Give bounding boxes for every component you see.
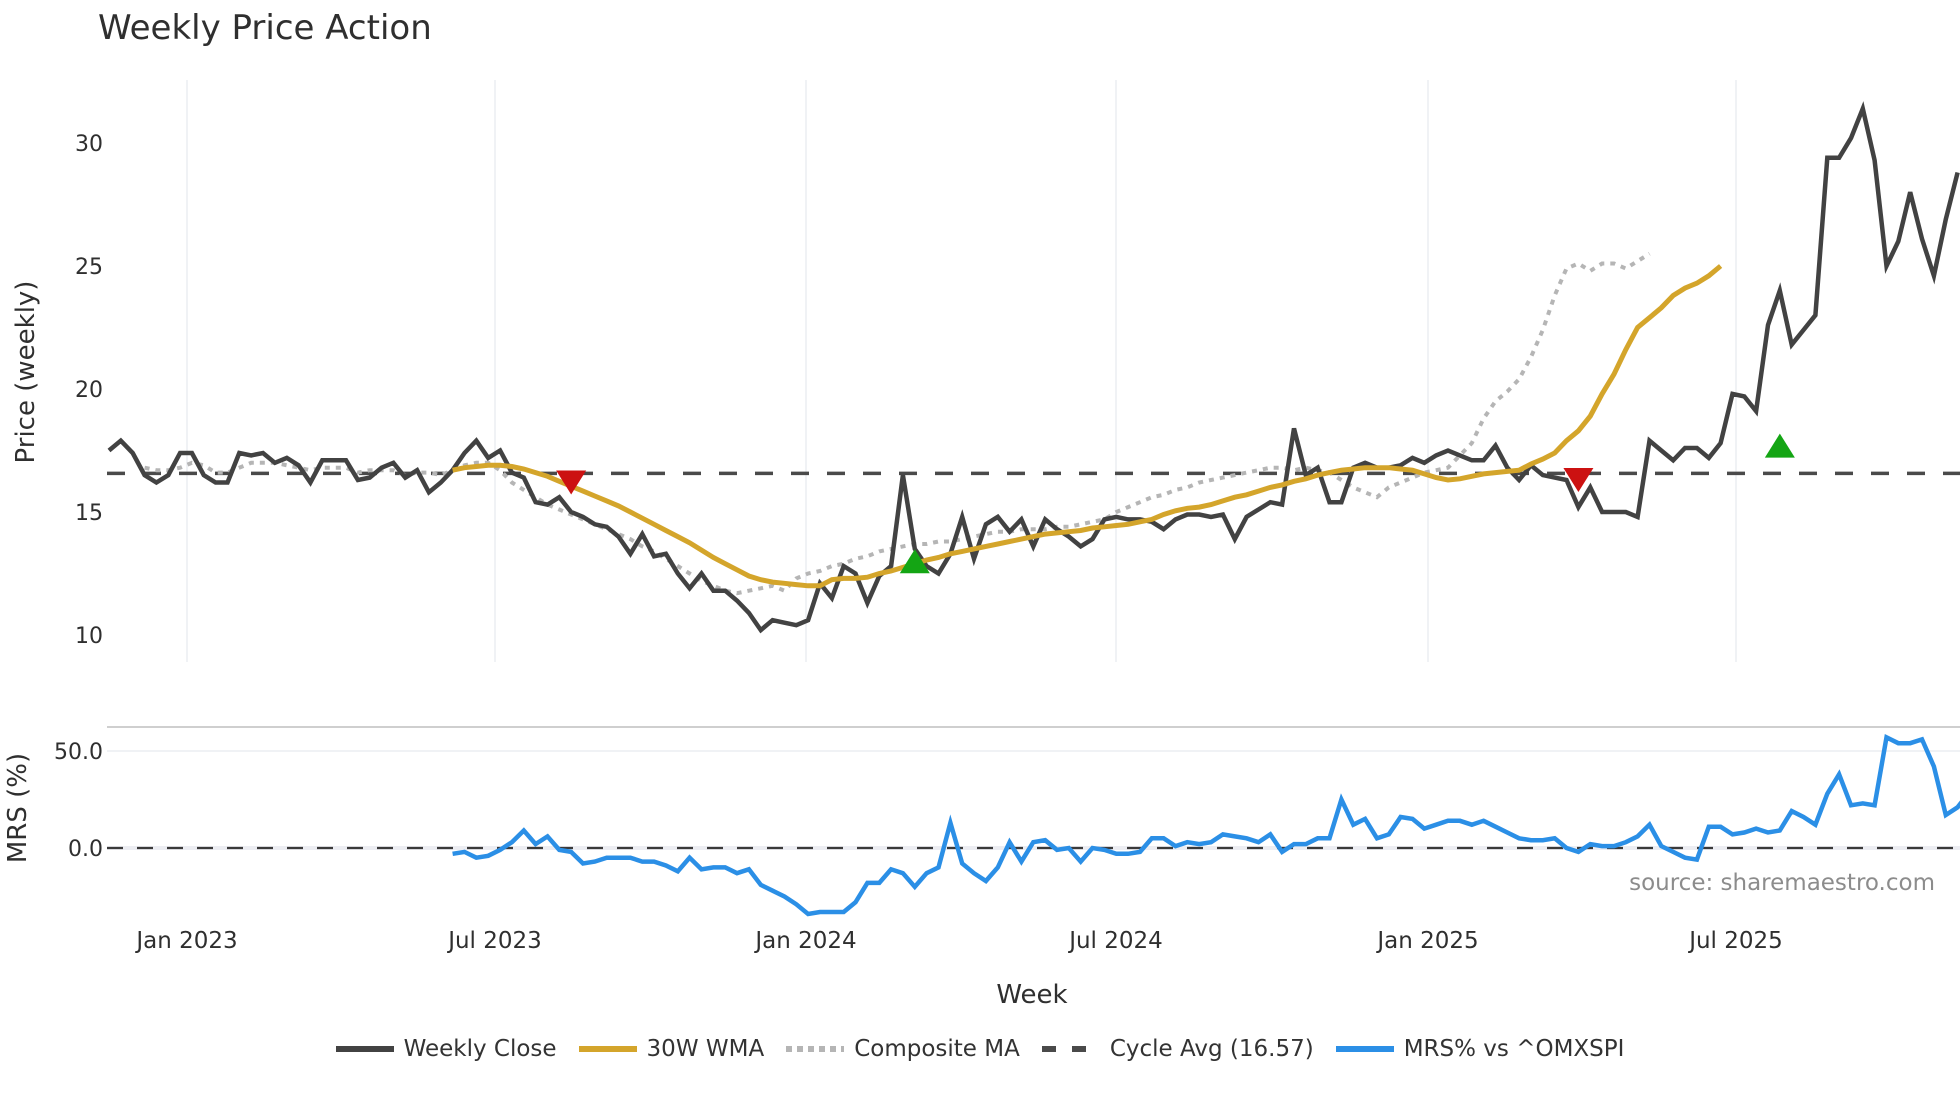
price-tick-label: 25 bbox=[75, 255, 103, 280]
legend-label: Cycle Avg (16.57) bbox=[1109, 1036, 1314, 1062]
price-tick-label: 20 bbox=[75, 378, 103, 403]
x-tick-label: Jan 2025 bbox=[1375, 928, 1478, 954]
mrs-tick-label: 50.0 bbox=[54, 740, 103, 765]
buy-signal-icon bbox=[1764, 433, 1795, 458]
price-tick-label: 10 bbox=[75, 624, 103, 649]
legend-swatch-icon bbox=[1041, 1046, 1100, 1052]
x-tick-label: Jul 2023 bbox=[446, 928, 542, 954]
price-panel bbox=[107, 101, 1960, 634]
legend-label: Weekly Close bbox=[403, 1036, 557, 1062]
sell-signal-icon bbox=[1563, 468, 1594, 493]
legend-label: MRS% vs ^OMXSPI bbox=[1403, 1036, 1625, 1062]
legend-label: 30W WMA bbox=[646, 1036, 765, 1062]
mrs-tick-label: 0.0 bbox=[68, 837, 103, 862]
legend-label: Composite MA bbox=[854, 1036, 1020, 1062]
mrs-line bbox=[452, 734, 1960, 917]
x-tick-label: Jan 2024 bbox=[753, 928, 856, 954]
legend-item[interactable]: MRS% vs ^OMXSPI bbox=[1335, 1036, 1625, 1062]
x-tick-label: Jan 2023 bbox=[134, 928, 237, 954]
buy-signal-icon bbox=[899, 549, 930, 574]
legend-item[interactable]: Weekly Close bbox=[335, 1036, 557, 1062]
x-axis-title: Week bbox=[996, 980, 1067, 1010]
price-tick-label: 15 bbox=[75, 501, 103, 526]
mrs-axis-title: MRS (%) bbox=[3, 753, 33, 863]
legend: Weekly Close 30W WMA Composite MA Cycle Avg… bbox=[0, 1036, 1960, 1062]
legend-item[interactable]: Composite MA bbox=[786, 1036, 1020, 1062]
legend-swatch-icon bbox=[786, 1046, 845, 1052]
source-note: source: sharemaestro.com bbox=[1629, 870, 1935, 896]
weekly-close-line bbox=[107, 101, 1960, 634]
legend-item[interactable]: Cycle Avg (16.57) bbox=[1041, 1036, 1314, 1062]
legend-swatch-icon bbox=[1335, 1046, 1394, 1052]
x-tick-label: Jul 2025 bbox=[1687, 928, 1783, 954]
x-tick-label: Jul 2024 bbox=[1067, 928, 1163, 954]
legend-item[interactable]: 30W WMA bbox=[578, 1036, 765, 1062]
composite-ma-line bbox=[144, 252, 1651, 596]
price-axis-title: Price (weekly) bbox=[11, 281, 41, 464]
axes: Price (weekly) MRS (%) Week source: shar… bbox=[3, 132, 1935, 1010]
mrs-panel bbox=[107, 734, 1960, 917]
sell-signal-icon bbox=[556, 470, 587, 495]
legend-swatch-icon bbox=[578, 1046, 637, 1052]
legend-swatch-icon bbox=[335, 1046, 394, 1052]
price-tick-label: 30 bbox=[75, 132, 103, 157]
wma-line bbox=[452, 264, 1723, 589]
chart-title: Weekly Price Action bbox=[98, 8, 432, 48]
